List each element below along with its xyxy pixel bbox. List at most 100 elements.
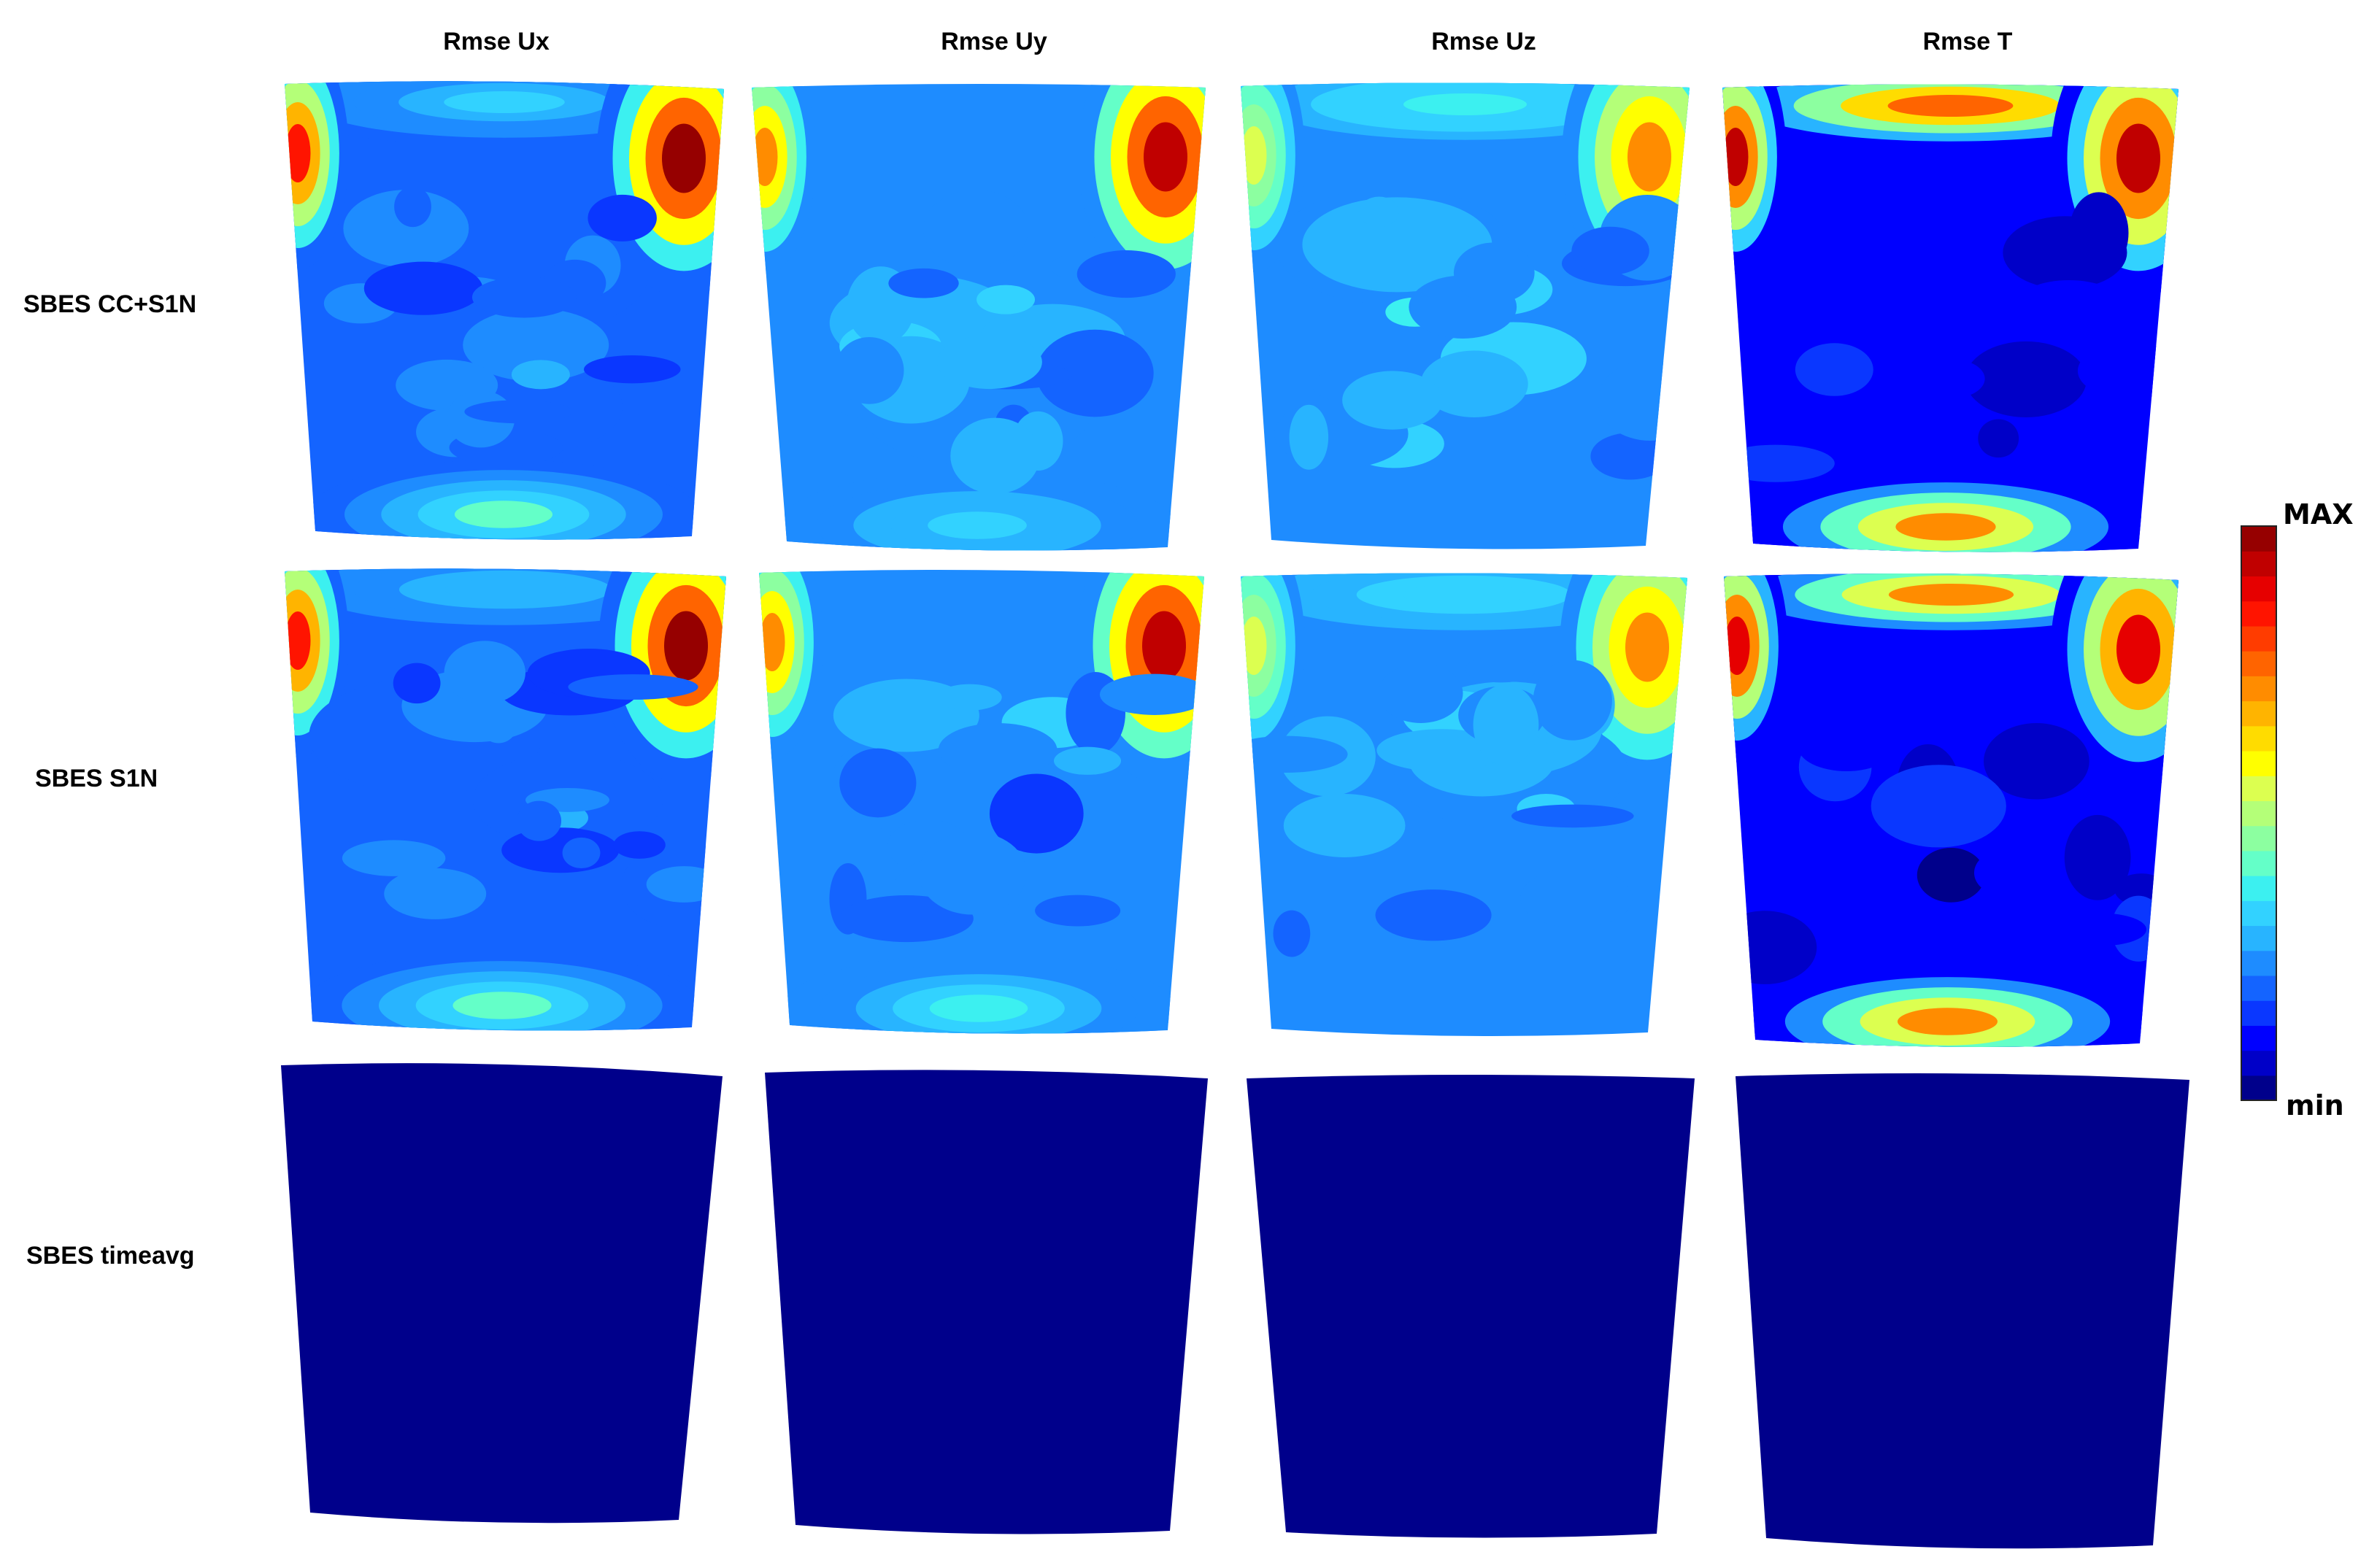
contour-blob	[2064, 814, 2131, 900]
contour-blob	[937, 684, 1002, 711]
contour-blob	[1473, 684, 1539, 766]
contour-blob	[501, 827, 620, 873]
colorbar-cell	[2241, 1050, 2276, 1076]
contour-blob	[918, 832, 1027, 915]
contour-blob	[1571, 226, 1649, 275]
contour-blob	[888, 268, 959, 298]
contour-level	[977, 285, 1036, 314]
contour-level	[463, 308, 609, 382]
contour-blob	[1359, 196, 1399, 228]
contour-blob	[1342, 371, 1443, 430]
column-title-ux: Rmse Ux	[443, 28, 550, 55]
contour-blob	[2057, 913, 2147, 946]
heatmap-panel-r2-c3	[1241, 573, 1687, 1036]
contour-level	[444, 579, 566, 600]
contour-blob	[1590, 433, 1670, 480]
contour-level	[1302, 197, 1492, 293]
contour-blob	[1965, 341, 2087, 417]
contour-blob	[568, 674, 698, 700]
contour-blob	[1375, 889, 1492, 941]
contour-level	[1895, 513, 1996, 541]
contour-blob	[834, 337, 904, 404]
contour-blob	[1035, 895, 1121, 927]
contour-blob	[1989, 921, 2066, 972]
panel-background	[281, 1063, 723, 1523]
contour-level	[2116, 123, 2160, 193]
colorbar-cell	[2241, 526, 2276, 552]
contour-blob	[471, 277, 577, 318]
contour-blob	[1036, 329, 1154, 417]
contour-level	[1897, 1008, 1998, 1035]
contour-blob	[516, 800, 562, 841]
panel-background	[1247, 1075, 1695, 1538]
colorbar-cell	[2241, 800, 2276, 827]
contour-blob	[1871, 765, 2006, 848]
contour-level	[1403, 93, 1528, 115]
contour-blob	[1978, 419, 2019, 458]
contour-blob	[1869, 292, 1913, 336]
heatmap-panel-r2-c1	[285, 568, 726, 1031]
column-title-t: Rmse T	[1923, 28, 2013, 55]
contour-blob	[1798, 722, 1895, 771]
colorbar-cell	[2241, 925, 2276, 951]
colorbar-frame	[2241, 525, 2277, 1101]
contour-blob	[950, 417, 1040, 495]
colorbar-cell	[2241, 576, 2276, 602]
contour-blob	[1283, 794, 1406, 857]
colorbar-cell	[2241, 725, 2276, 752]
contour-blob	[2029, 220, 2075, 259]
contour-blob	[1722, 444, 1835, 482]
contour-level	[752, 128, 778, 186]
colorbar-cell	[2241, 850, 2276, 876]
contour-blob	[1984, 722, 2089, 800]
contour-blob	[989, 773, 1084, 854]
heatmap-panel-r3-c2	[765, 1070, 1208, 1534]
contour-blob	[1453, 242, 1535, 304]
contour-blob	[1289, 404, 1329, 470]
contour-level	[928, 511, 1027, 539]
contour-level	[1402, 584, 1526, 606]
contour-level	[454, 501, 553, 528]
contour-blob	[1376, 729, 1506, 772]
contour-level	[444, 91, 565, 113]
contour-level	[759, 613, 785, 671]
contour-blob	[938, 723, 1058, 777]
contour-blob	[464, 400, 573, 424]
contour-level	[1722, 128, 1749, 186]
contour-blob	[1273, 910, 1311, 957]
contour-blob	[1919, 359, 1985, 398]
contour-level	[1241, 617, 1267, 675]
heatmap-panels	[281, 81, 2189, 1549]
contour-blob	[646, 866, 722, 903]
contour-blob	[1378, 663, 1463, 723]
contour-blob	[2077, 342, 2179, 400]
contour-blob	[1076, 250, 1176, 298]
heatmap-panel-r2-c2	[759, 570, 1204, 1034]
colorbar-cell	[2241, 750, 2276, 776]
heatmap-panel-r3-c4	[1736, 1073, 2189, 1549]
contour-blob	[588, 194, 657, 242]
contour-level	[1724, 617, 1750, 675]
contour-blob	[1099, 673, 1204, 715]
contour-blob	[444, 641, 526, 704]
contour-level	[452, 992, 552, 1019]
colorbar-cell	[2241, 825, 2276, 851]
row-label-timeavg: SBES timeavg	[26, 1242, 195, 1270]
contour-blob	[2019, 279, 2119, 323]
colorbar-cell	[2241, 551, 2276, 577]
contour-level	[384, 868, 487, 919]
contour-blob	[393, 663, 441, 704]
contour-level	[1142, 611, 1186, 681]
contour-level	[1144, 122, 1187, 192]
contour-blob	[613, 831, 666, 859]
contour-level	[1625, 612, 1669, 682]
contour-blob	[1053, 746, 1122, 775]
colorbar-cell	[2241, 625, 2276, 652]
colorbar-cell	[2241, 876, 2276, 901]
contour-blob	[1241, 735, 1348, 773]
colorbar-cell	[2241, 975, 2276, 1001]
contour-blob	[839, 895, 974, 943]
colorbar-max-label: MAX	[2283, 498, 2354, 530]
colorbar-cell	[2241, 776, 2276, 801]
